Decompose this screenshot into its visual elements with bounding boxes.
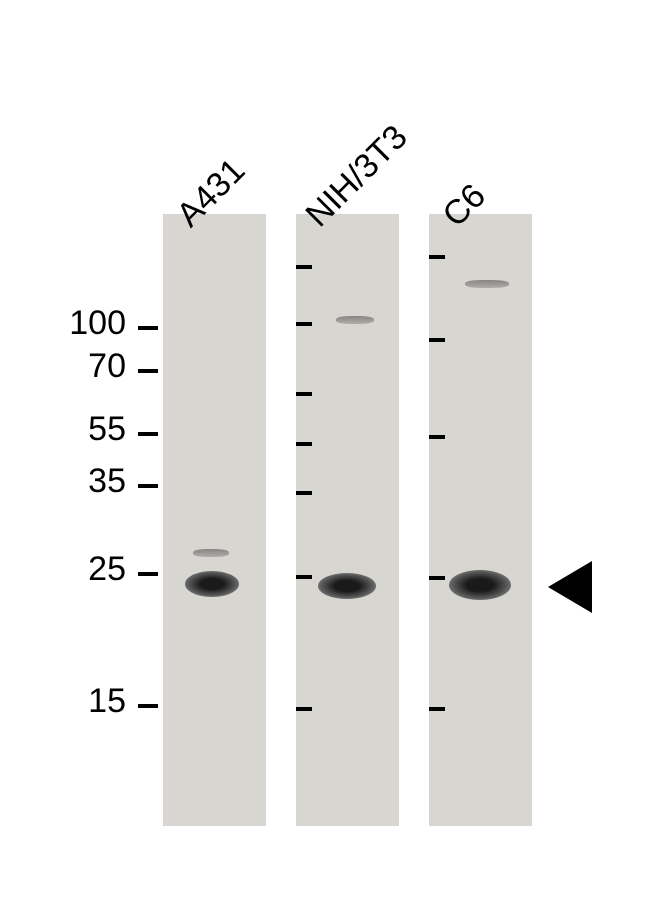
tick	[296, 575, 312, 579]
band-faint	[336, 316, 374, 324]
tick	[138, 326, 158, 330]
tick	[296, 442, 312, 446]
mw-label-35: 35	[66, 462, 126, 501]
target-arrow-icon	[548, 561, 592, 613]
tick	[138, 369, 158, 373]
mw-label-25: 25	[66, 550, 126, 589]
tick	[429, 255, 445, 259]
lane-c6	[429, 214, 532, 826]
band-strong	[185, 571, 239, 597]
tick	[429, 707, 445, 711]
band-strong	[318, 573, 376, 599]
band-strong	[449, 570, 511, 600]
mw-label-15: 15	[66, 682, 126, 721]
western-blot-figure: A431 NIH/3T3 C6 100 70 55 35 25 15	[0, 0, 650, 921]
lane-a431	[163, 214, 266, 826]
band-faint	[193, 549, 229, 557]
tick	[138, 572, 158, 576]
tick	[296, 491, 312, 495]
mw-label-100: 100	[66, 304, 126, 343]
tick	[296, 265, 312, 269]
lane-nih3t3	[296, 214, 399, 826]
tick	[429, 338, 445, 342]
tick	[296, 392, 312, 396]
tick	[429, 435, 445, 439]
mw-label-55: 55	[66, 410, 126, 449]
tick	[138, 704, 158, 708]
tick	[138, 432, 158, 436]
tick	[296, 322, 312, 326]
band-faint	[465, 280, 509, 288]
tick	[429, 576, 445, 580]
mw-label-70: 70	[66, 347, 126, 386]
tick	[138, 484, 158, 488]
tick	[296, 707, 312, 711]
